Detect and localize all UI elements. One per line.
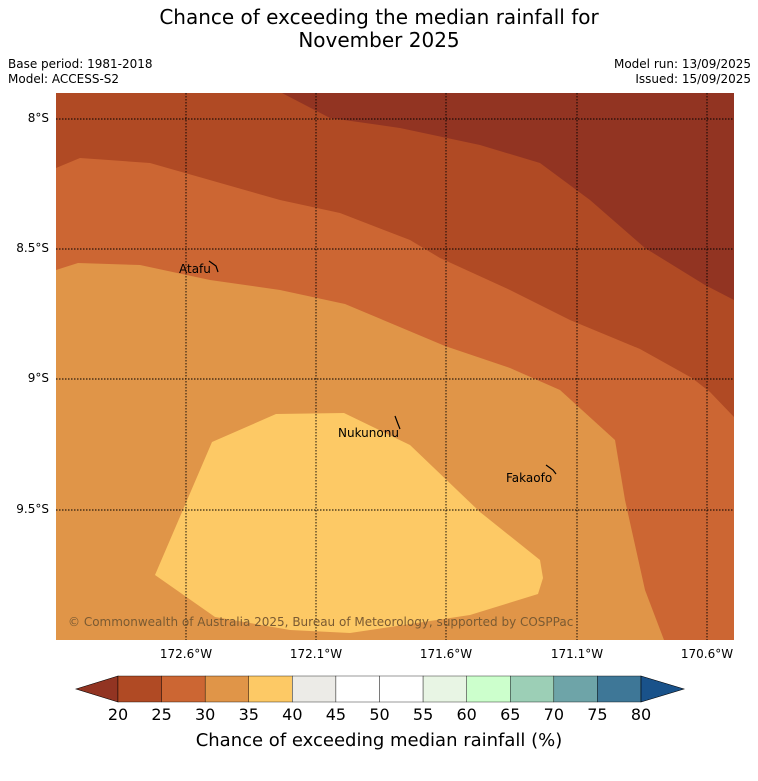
colorbar [74,675,686,703]
band-under-20 [282,93,734,300]
title-line-2: November 2025 [298,28,460,52]
colorbar-swatch-35-40 [248,675,293,703]
lat-label-9-5s: 9.5°S [16,502,49,516]
colorbar-tick-35: 35 [238,705,259,724]
colorbar-tick-25: 25 [151,705,172,724]
lat-label-8s: 8°S [27,111,49,125]
colorbar-over-arrow [640,675,686,703]
place-nukunonu: Nukunonu [338,426,399,440]
lon-label-172-6w: 172.6°W [159,647,213,661]
meta-left: Base period: 1981-2018 Model: ACCESS-S2 [8,57,153,87]
atafu-coastline [208,260,219,273]
contour-fill [56,93,734,640]
colorbar-tick-45: 45 [325,705,347,724]
lon-label-171-6w: 171.6°W [419,647,473,661]
issued-date: Issued: 15/09/2025 [635,72,751,86]
colorbar-tick-80: 80 [630,705,652,724]
colorbar-swatch-75-80 [597,675,642,703]
title-line-1: Chance of exceeding the median rainfall … [159,5,599,29]
lon-label-172-1w: 172.1°W [289,647,343,661]
copyright-text: © Commonwealth of Australia 2025, Bureau… [68,615,573,629]
colorbar-label: Chance of exceeding median rainfall (%) [195,730,563,751]
page-title: Chance of exceeding the median rainfall … [0,6,758,52]
colorbar-tick-50: 50 [369,705,390,724]
nukunonu-coastline [394,415,401,430]
model-run: Model run: 13/09/2025 [613,57,751,71]
colorbar-swatch-70-75 [553,675,598,703]
graticule [56,93,734,640]
colorbar-swatch-55-60 [422,675,467,703]
lat-label-8-5s: 8.5°S [16,241,49,255]
colorbar-segments [117,675,642,703]
place-fakaofo: Fakaofo [506,471,552,485]
band-35-40 [155,413,543,633]
lon-label-171-1w: 171.1°W [550,647,604,661]
colorbar-tick-65: 65 [500,705,521,724]
colorbar-tick-40: 40 [282,705,303,724]
colorbar-swatch-60-65 [466,675,511,703]
coastlines [208,260,557,475]
base-period: Base period: 1981-2018 [8,57,153,71]
model-name: Model: ACCESS-S2 [8,72,120,86]
lon-label-170-6w: 170.6°W [680,647,734,661]
meta-right: Model run: 13/09/2025 Issued: 15/09/2025 [614,57,751,87]
colorbar-swatch-50-55 [379,675,424,703]
colorbar-swatch-20-25 [117,675,162,703]
colorbar-tick-30: 30 [194,705,216,724]
colorbar-swatch-40-45 [292,675,337,703]
lat-label-9s: 9°S [27,371,49,385]
colorbar-tick-55: 55 [412,705,434,724]
colorbar-tick-20: 20 [107,705,129,724]
colorbar-tick-60: 60 [456,705,477,724]
place-atafu: Atafu [179,262,211,276]
colorbar-swatch-45-50 [335,675,380,703]
fakaofo-coastline [545,464,557,475]
colorbar-tick-75: 75 [587,705,608,724]
colorbar-swatch-30-35 [204,675,249,703]
colorbar-under-arrow [74,675,119,703]
colorbar-swatch-25-30 [161,675,206,703]
colorbar-tick-70: 70 [543,705,565,724]
colorbar-swatch-65-70 [510,675,555,703]
